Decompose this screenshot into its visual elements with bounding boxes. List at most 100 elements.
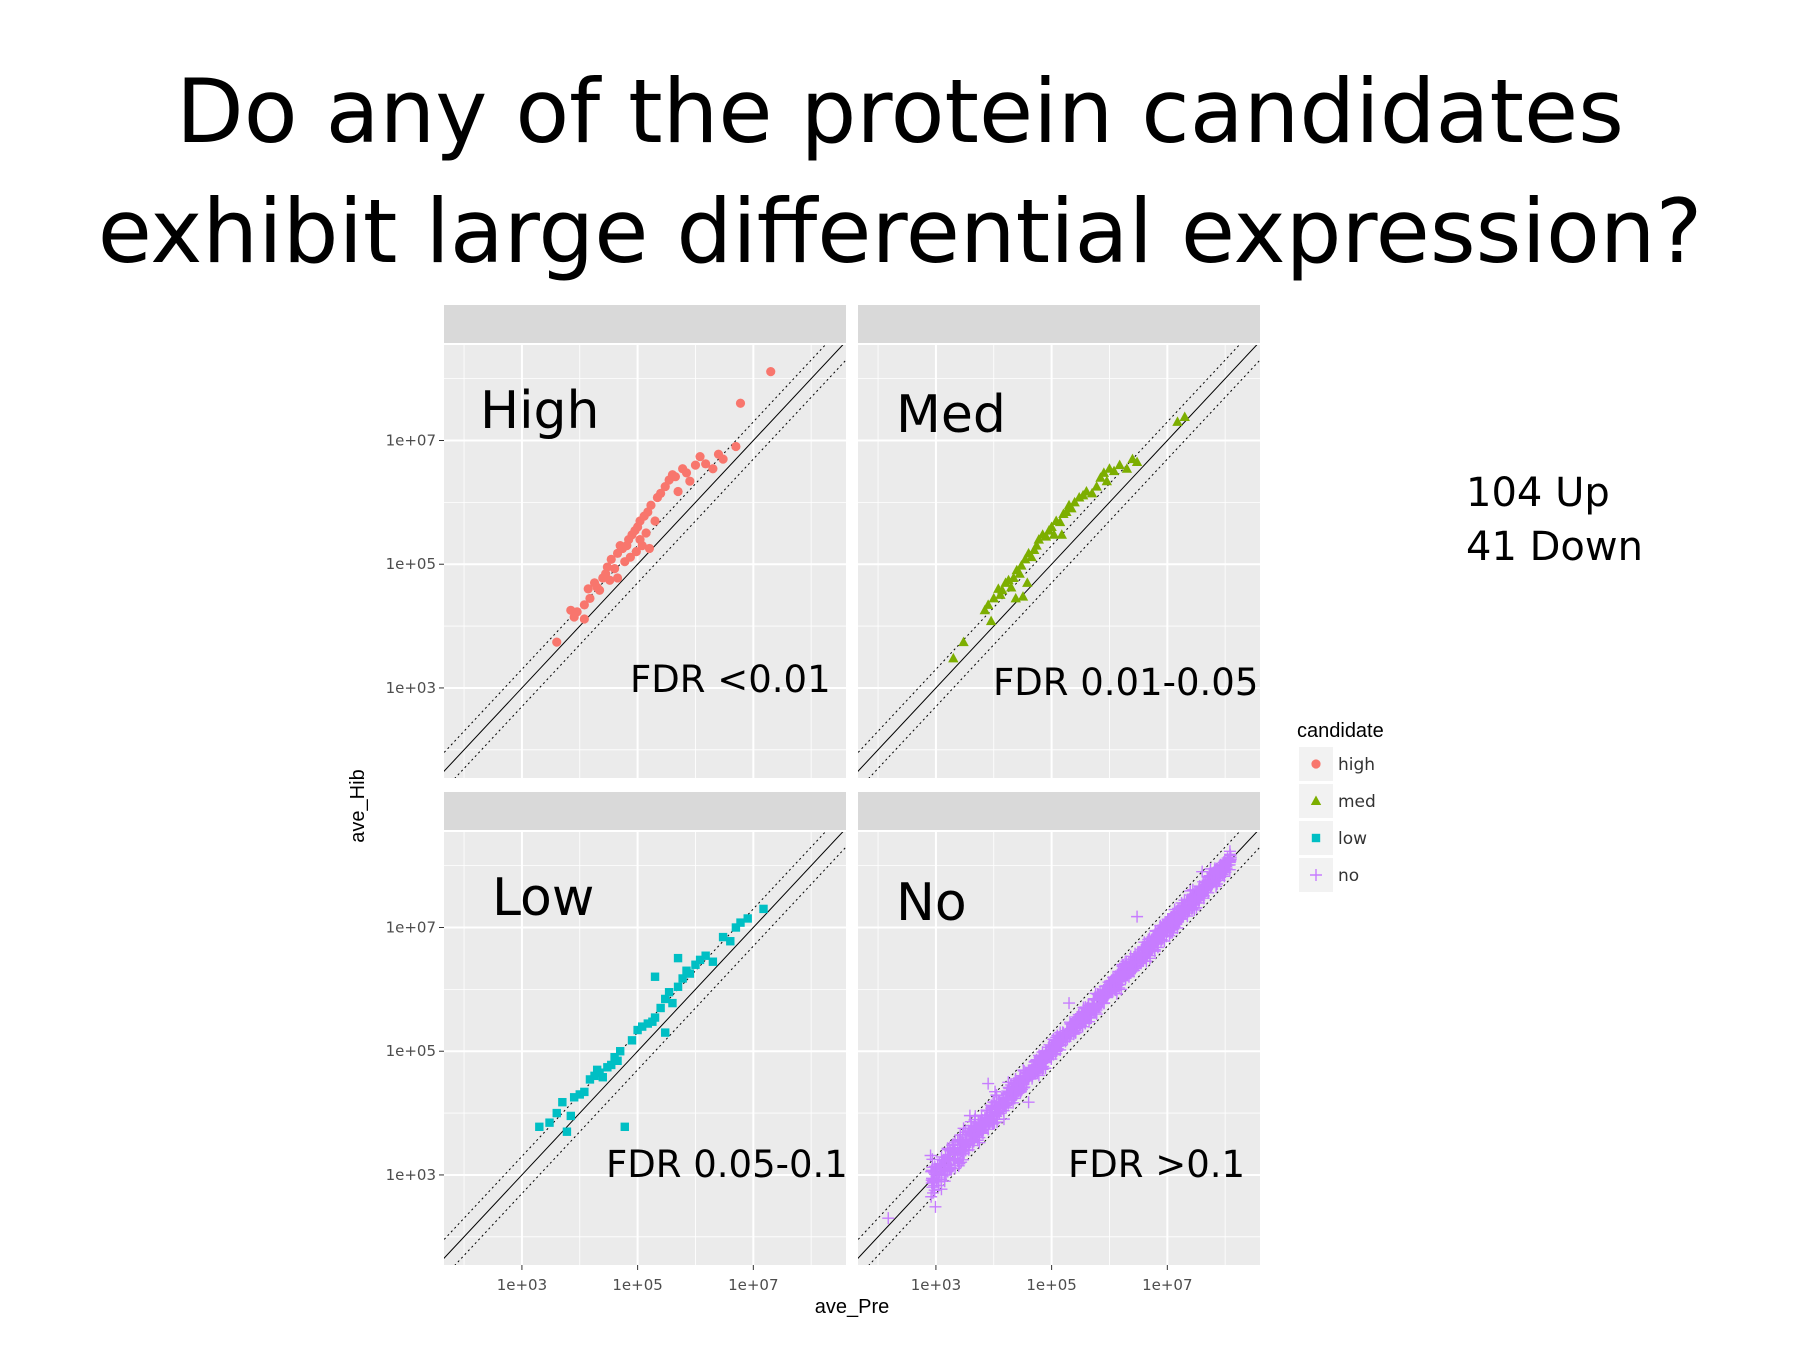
data-point-low	[627, 1036, 637, 1045]
title-line-2: exhibit large differential expression?	[97, 180, 1703, 283]
x-tick-label: 1e+05	[1026, 1276, 1076, 1294]
data-point-no	[972, 1116, 985, 1129]
y-tick-label: 1e+05	[386, 555, 436, 573]
data-point-low	[673, 982, 683, 992]
data-point-no	[1077, 1001, 1090, 1014]
panel-background	[444, 832, 846, 1265]
legend-key-med	[1310, 795, 1322, 805]
data-point-low	[661, 994, 670, 1004]
data-point-no	[882, 1212, 895, 1225]
data-point-high	[605, 575, 615, 585]
data-point-med	[979, 604, 991, 615]
data-point-low	[585, 1075, 595, 1084]
data-point-no	[924, 1149, 937, 1162]
data-point-high	[670, 472, 681, 482]
data-point-high	[625, 552, 635, 562]
fold-change-line	[454, 359, 846, 778]
panel-contents	[858, 345, 1260, 778]
data-point-med	[1081, 485, 1092, 496]
data-point-low	[575, 1090, 584, 1099]
data-point-med	[982, 599, 994, 609]
data-point-med	[1026, 551, 1037, 562]
data-point-no	[1067, 1017, 1080, 1030]
panel-high: High FDR <0.01 1e+03 1e+05 1e+07	[386, 305, 846, 778]
data-point-low	[656, 1003, 665, 1013]
data-point-high	[673, 486, 683, 497]
data-point-no	[1057, 1027, 1070, 1039]
facet-strip	[858, 792, 1260, 830]
data-point-no	[1085, 1011, 1098, 1024]
data-point-no	[1131, 957, 1144, 970]
data-point-med	[1046, 521, 1057, 531]
x-tick-label: 1e+03	[911, 1276, 961, 1294]
data-point-low	[673, 953, 683, 963]
data-point-high	[552, 637, 562, 647]
data-point-no	[925, 1190, 938, 1203]
data-point-no	[1182, 893, 1195, 906]
panel-contents	[858, 832, 1260, 1265]
data-point-med	[1086, 487, 1098, 498]
data-point-no	[1013, 1082, 1026, 1095]
panel-label: No	[896, 873, 967, 933]
data-point-no	[997, 1100, 1010, 1113]
data-point-low	[569, 1093, 579, 1102]
data-point-no	[1219, 864, 1232, 877]
data-point-low	[643, 1019, 653, 1028]
data-point-no	[1051, 1029, 1064, 1042]
data-point-low	[535, 1122, 544, 1132]
legend-label-med: med	[1338, 792, 1376, 812]
data-point-high	[585, 593, 595, 604]
panel-contents	[444, 832, 846, 1265]
data-point-med	[1095, 472, 1106, 482]
data-point-low	[695, 955, 705, 965]
data-point-no	[1082, 999, 1095, 1012]
data-point-med	[1017, 591, 1029, 601]
data-point-no	[1038, 1050, 1051, 1062]
data-point-no	[929, 1168, 942, 1181]
legend-key-high	[1311, 759, 1321, 769]
data-point-no	[981, 1111, 994, 1124]
data-point-high	[646, 500, 656, 510]
data-point-med	[1061, 506, 1072, 516]
data-point-no	[974, 1118, 987, 1131]
up-count: 104 Up	[1466, 470, 1610, 516]
data-point-no	[1129, 955, 1142, 968]
data-point-no	[1010, 1089, 1023, 1102]
x-tick-label: 1e+07	[1142, 1276, 1192, 1294]
data-point-med	[1131, 456, 1143, 466]
data-point-high	[685, 476, 695, 486]
data-point-low	[743, 914, 752, 923]
data-point-med	[1114, 459, 1125, 470]
data-point-low	[718, 932, 728, 942]
fold-change-line	[868, 359, 1260, 778]
panel-low: Low FDR 0.05-0.1 1e+03 1e+05 1e+07 1e+03 1e+05…	[386, 792, 848, 1294]
data-point-low	[558, 1097, 567, 1107]
legend-label-high: high	[1338, 755, 1375, 775]
data-point-low	[759, 904, 768, 914]
data-point-no	[947, 1154, 960, 1167]
data-point-med	[995, 589, 1006, 599]
data-point-no	[1030, 1063, 1043, 1076]
data-point-med	[1048, 529, 1060, 539]
data-point-low	[637, 1022, 647, 1031]
data-point-high	[735, 398, 746, 408]
panel-contents	[444, 345, 846, 778]
panel-background	[858, 345, 1260, 778]
data-point-no	[1175, 905, 1188, 918]
data-point-med	[948, 652, 959, 663]
data-point-low	[566, 1111, 576, 1121]
data-point-low	[545, 1118, 554, 1127]
data-point-low	[708, 957, 718, 966]
data-point-low	[598, 1073, 607, 1082]
title-line-1: Do any of the protein candidates	[176, 60, 1624, 163]
identity-line	[444, 832, 844, 1259]
data-point-low	[691, 960, 700, 969]
data-point-high	[594, 585, 605, 595]
data-point-low	[668, 998, 677, 1008]
y-tick-label: 1e+03	[386, 1166, 436, 1184]
data-point-low	[620, 1122, 629, 1132]
data-point-med	[1069, 496, 1080, 507]
data-point-high	[579, 600, 589, 610]
data-point-low	[595, 1068, 604, 1077]
x-axis-title: ave_Pre	[815, 1296, 890, 1318]
